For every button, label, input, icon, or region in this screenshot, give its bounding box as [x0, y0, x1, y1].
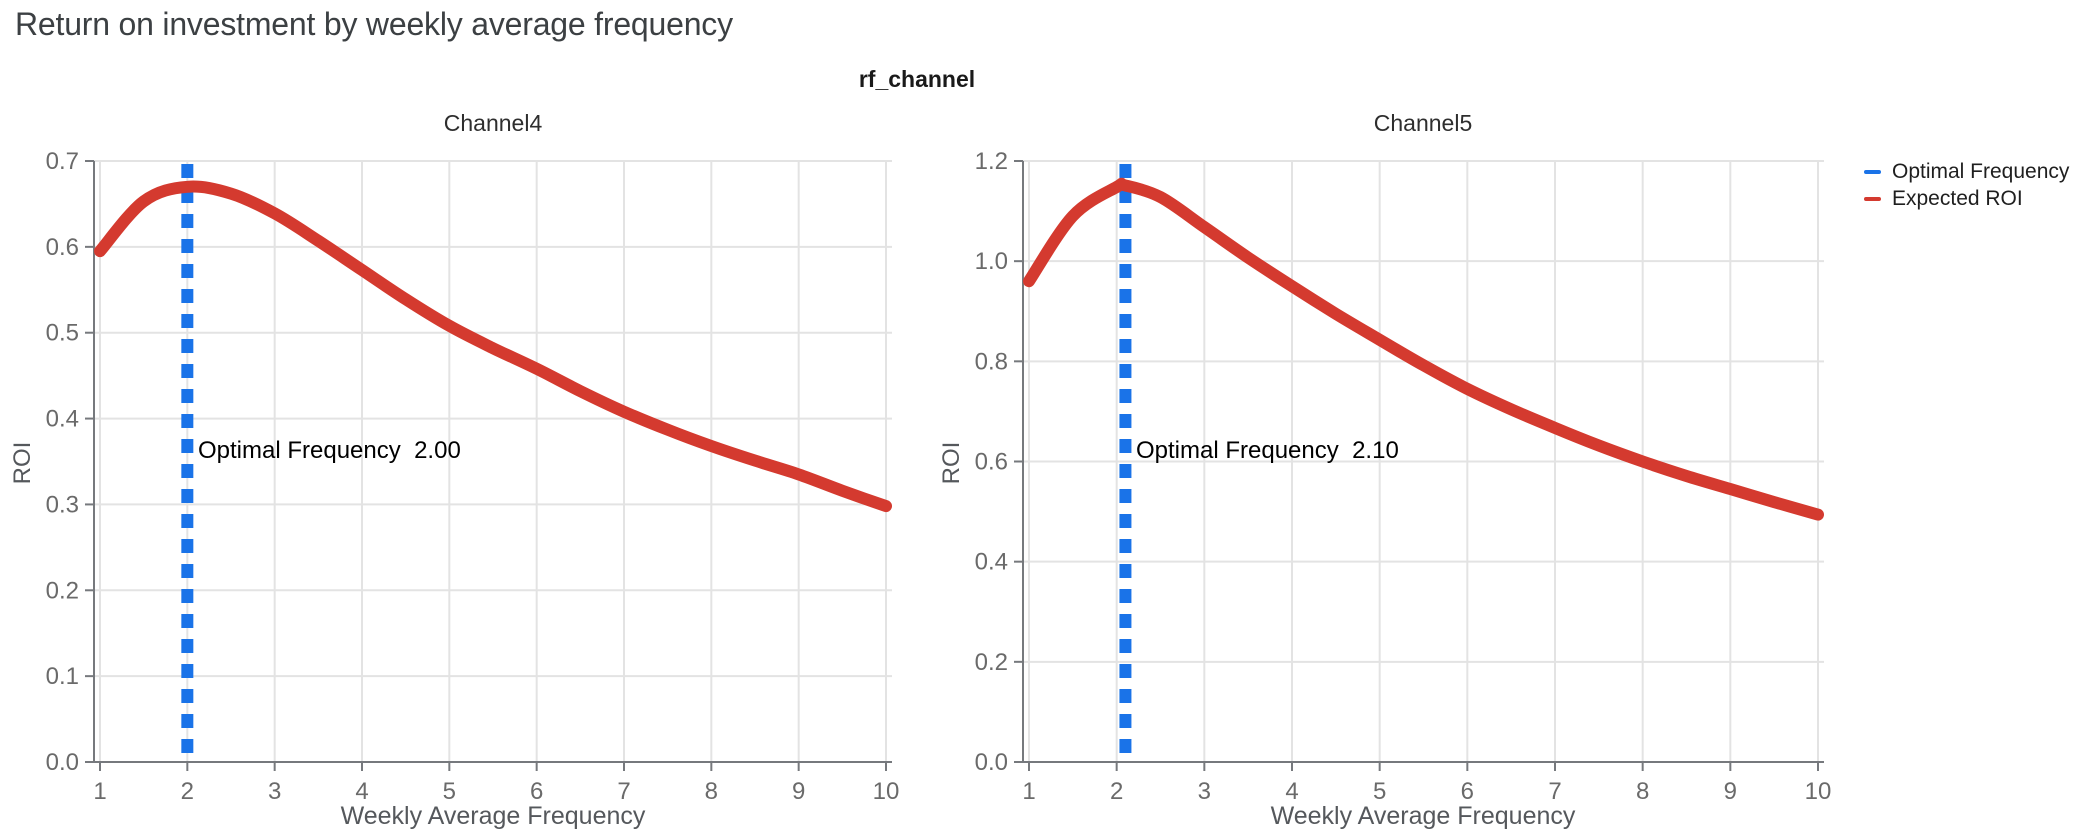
- y-tick-label: 1.2: [975, 148, 1008, 175]
- legend-item-expected-roi: Expected ROI: [1864, 185, 2069, 212]
- legend: Optimal Frequency Expected ROI: [1864, 158, 2069, 212]
- y-tick-label: 0.4: [46, 406, 79, 433]
- y-tick-label: 0.2: [975, 649, 1008, 676]
- y-tick-label: 0.1: [46, 663, 79, 690]
- expected-roi-curve: [1023, 177, 1824, 521]
- legend-label: Expected ROI: [1892, 186, 2023, 210]
- x-tick-label: 8: [705, 778, 718, 805]
- x-tick-label: 1: [1022, 778, 1035, 805]
- x-tick-label: 8: [1636, 778, 1649, 805]
- y-tick-label: 0.0: [46, 749, 79, 776]
- y-tick-label: 0.5: [46, 320, 79, 347]
- y-tick-label: 0.2: [46, 577, 79, 604]
- x-tick-label: 9: [1724, 778, 1737, 805]
- y-tick-label: 1.0: [975, 248, 1008, 275]
- y-tick-label: 0.6: [975, 449, 1008, 476]
- x-tick-label: 3: [268, 778, 281, 805]
- facet-title: rf_channel: [858, 66, 976, 92]
- x-tick-label: 3: [1198, 778, 1211, 805]
- x-tick-label: 10: [873, 778, 900, 805]
- y-tick-label: 0.0: [975, 749, 1008, 776]
- y-tick-label: 0.4: [975, 549, 1008, 576]
- optimal-frequency-annotation-channel4: Optimal Frequency 2.00: [198, 437, 461, 464]
- x-tick-label: 6: [530, 778, 543, 805]
- x-tick-label: 6: [1461, 778, 1474, 805]
- optimal-frequency-line-icon: [1864, 169, 1881, 174]
- y-tick-label: 0.3: [46, 491, 79, 518]
- y-tick-label: 0.7: [46, 148, 79, 175]
- y-tick-label: 0.8: [975, 348, 1008, 375]
- x-axis-title-channel5: Weekly Average Frequency: [1270, 802, 1576, 830]
- x-tick-label: 4: [1285, 778, 1298, 805]
- x-axis-title-channel4: Weekly Average Frequency: [340, 802, 646, 830]
- x-tick-label: 5: [1373, 778, 1386, 805]
- x-tick-label: 10: [1805, 778, 1832, 805]
- page-title: Return on investment by weekly average f…: [15, 6, 733, 42]
- optimal-frequency-annotation-channel5: Optimal Frequency 2.10: [1136, 437, 1399, 464]
- x-tick-label: 1: [93, 778, 106, 805]
- chart-title-channel4: Channel4: [443, 110, 543, 136]
- y-axis-title-channel5: ROI: [938, 441, 965, 485]
- x-tick-label: 5: [443, 778, 456, 805]
- y-tick-label: 0.6: [46, 234, 79, 261]
- x-tick-label: 2: [1110, 778, 1123, 805]
- chart-title-channel5: Channel5: [1373, 110, 1473, 136]
- expected-roi-curve: [94, 180, 892, 513]
- x-tick-label: 7: [1548, 778, 1561, 805]
- x-tick-label: 7: [617, 778, 630, 805]
- x-tick-label: 4: [355, 778, 368, 805]
- x-tick-label: 2: [181, 778, 194, 805]
- x-tick-label: 9: [792, 778, 805, 805]
- y-axis-title-channel4: ROI: [9, 441, 36, 485]
- legend-item-optimal-frequency: Optimal Frequency: [1864, 158, 2069, 185]
- legend-label: Optimal Frequency: [1892, 159, 2070, 183]
- expected-roi-line-icon: [1864, 196, 1881, 201]
